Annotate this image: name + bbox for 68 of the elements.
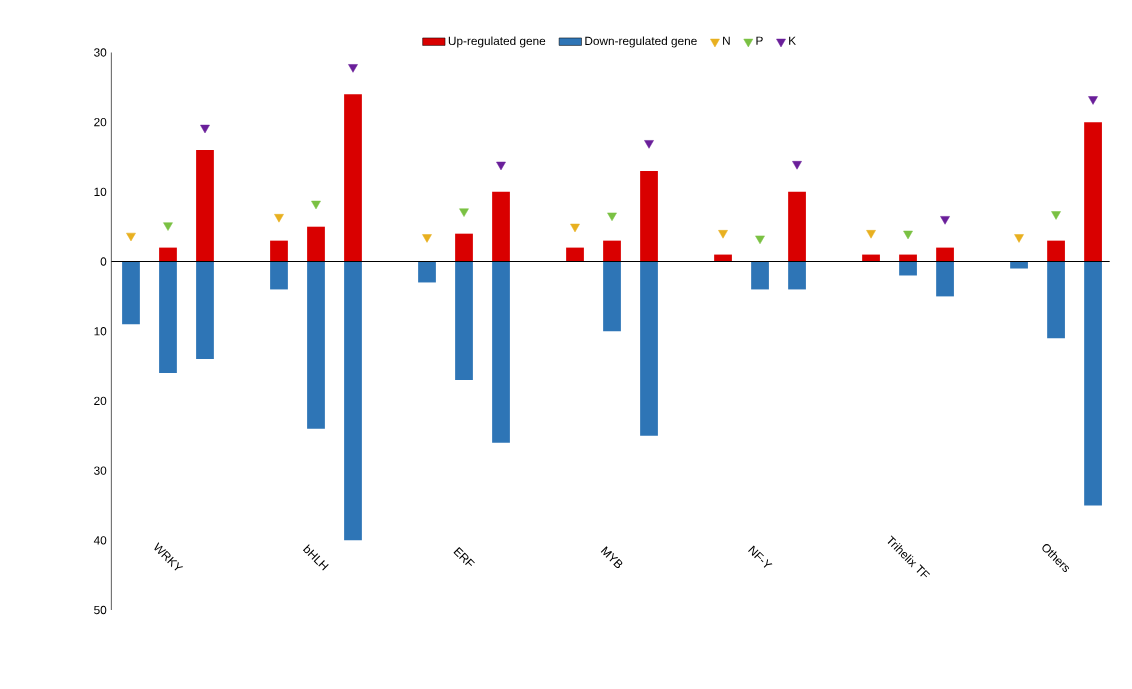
bar bbox=[1047, 240, 1065, 262]
point bbox=[126, 233, 136, 242]
legend-label: Up-regulated gene bbox=[448, 36, 546, 48]
bar bbox=[270, 261, 288, 290]
bar bbox=[899, 261, 917, 276]
bar bbox=[492, 191, 510, 262]
bar bbox=[492, 261, 510, 443]
y-tick-label: 40 bbox=[93, 536, 107, 545]
point bbox=[792, 161, 802, 170]
point bbox=[200, 124, 210, 134]
x-tick-label: ERF bbox=[453, 547, 475, 567]
bar bbox=[196, 261, 214, 360]
bar bbox=[344, 94, 362, 262]
point bbox=[607, 212, 617, 222]
bar bbox=[640, 171, 658, 262]
bar bbox=[1084, 122, 1102, 262]
point bbox=[274, 214, 284, 223]
y-tick-label: 10 bbox=[94, 187, 107, 197]
legend-label: N bbox=[723, 36, 730, 45]
point bbox=[1051, 211, 1061, 220]
point bbox=[459, 208, 469, 218]
point bbox=[644, 140, 654, 149]
point bbox=[570, 223, 580, 233]
point bbox=[422, 234, 432, 243]
bar bbox=[788, 261, 806, 290]
y-tick-label: 10 bbox=[94, 327, 107, 336]
bar bbox=[307, 261, 325, 429]
bar bbox=[455, 261, 473, 381]
bar bbox=[159, 261, 177, 374]
bar bbox=[270, 240, 288, 262]
bar bbox=[936, 247, 954, 262]
point bbox=[1014, 234, 1024, 243]
bar bbox=[307, 226, 325, 262]
bar bbox=[196, 150, 214, 262]
point bbox=[1088, 96, 1098, 105]
y-tick-label: 20 bbox=[94, 118, 107, 127]
point bbox=[940, 216, 950, 225]
bar bbox=[566, 247, 584, 262]
bar bbox=[640, 261, 658, 436]
y-tick-label: 30 bbox=[94, 466, 107, 475]
bar bbox=[1010, 261, 1028, 269]
legend-label: K bbox=[789, 36, 796, 45]
y-tick-label: 30 bbox=[94, 48, 107, 57]
bar bbox=[603, 261, 621, 332]
bar bbox=[418, 261, 436, 283]
bar bbox=[1047, 261, 1065, 339]
point bbox=[718, 230, 728, 239]
bar bbox=[455, 233, 473, 262]
bar bbox=[751, 261, 769, 290]
bar bbox=[1084, 261, 1102, 506]
bar bbox=[603, 240, 621, 262]
point bbox=[163, 222, 173, 231]
bar bbox=[344, 261, 362, 541]
bar bbox=[936, 261, 954, 297]
point bbox=[866, 230, 876, 239]
bar bbox=[159, 247, 177, 262]
legend-label: P bbox=[756, 36, 763, 45]
y-tick-label: 20 bbox=[94, 396, 107, 406]
point bbox=[903, 230, 913, 240]
bar bbox=[788, 191, 806, 262]
point bbox=[496, 161, 506, 171]
bar bbox=[122, 261, 140, 325]
point bbox=[348, 64, 358, 73]
y-tick-label: 0 bbox=[100, 257, 107, 266]
point bbox=[311, 200, 321, 210]
point bbox=[755, 235, 765, 245]
legend-label: Down-regulated gene bbox=[585, 36, 697, 48]
y-tick-label: 50 bbox=[94, 605, 107, 615]
